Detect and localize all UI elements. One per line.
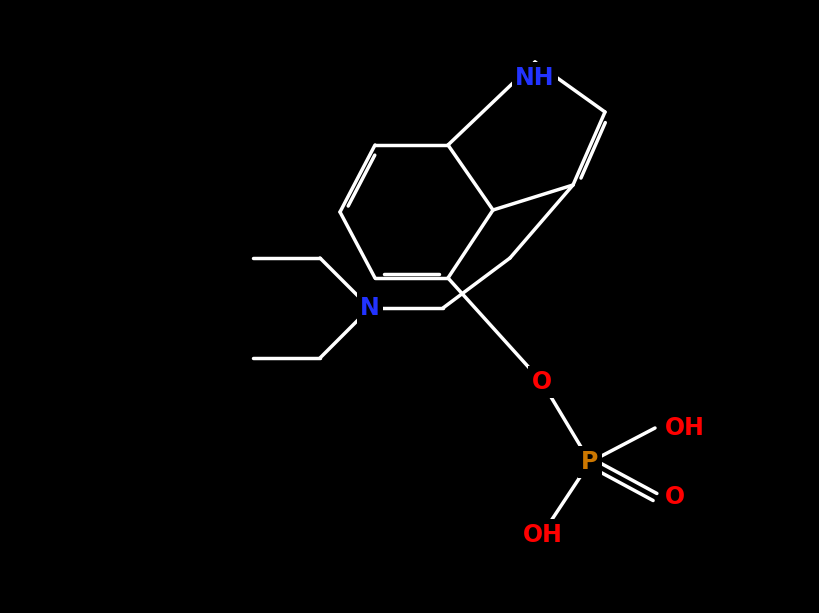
Text: O: O <box>532 370 552 394</box>
Text: NH: NH <box>515 66 554 90</box>
Text: N: N <box>360 296 380 320</box>
Text: OH: OH <box>523 523 563 547</box>
Text: O: O <box>665 485 686 509</box>
Text: OH: OH <box>665 416 705 440</box>
Text: P: P <box>581 450 599 474</box>
